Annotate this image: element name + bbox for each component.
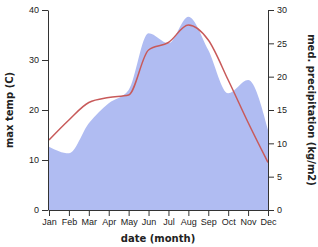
tick-label: 25 (277, 39, 287, 49)
axis-line (48, 11, 49, 211)
tick: Jun (142, 210, 157, 227)
tick-label: 0 (277, 205, 282, 215)
tick-label: 15 (277, 105, 287, 115)
tick: Feb (62, 210, 78, 227)
temp-line (49, 25, 268, 163)
tick: 5 (268, 172, 282, 182)
x-axis: Jan Feb Mar Apr MayJun Jul Aug Sep Oct NovDec (42, 210, 277, 227)
tick-label: 30 (29, 55, 39, 65)
tick-mark (208, 210, 209, 216)
tick: 15 (268, 105, 287, 115)
tick-mark (89, 210, 90, 216)
tick-label: Jul (163, 217, 175, 227)
tick-mark (248, 210, 249, 216)
axis-line (50, 210, 269, 211)
tick-label: Jan (42, 217, 57, 227)
precip-area (49, 17, 268, 210)
tick-label: Sep (201, 217, 217, 227)
tick-label: Feb (62, 217, 78, 227)
y2-axis-title: med. precipitation (kg/m2) (306, 34, 317, 186)
tick-mark (129, 210, 130, 216)
tick-label: 0 (34, 205, 39, 215)
tick-label: 30 (277, 5, 287, 15)
tick: Nov (241, 210, 258, 227)
tick: 10 (29, 155, 48, 165)
tick-mark (42, 110, 48, 111)
tick-mark (188, 210, 189, 216)
tick: 20 (268, 72, 287, 82)
tick: 30 (29, 55, 48, 65)
tick: 25 (268, 39, 287, 49)
tick: Dec (260, 210, 277, 227)
y-axis-title: max temp (C) (4, 72, 15, 148)
data (49, 17, 268, 210)
plot: JanFebMarAprMayJunJulAugSepOctNovDec0102… (29, 5, 287, 227)
tick-label: 5 (277, 172, 282, 182)
tick: 40 (29, 5, 48, 15)
tick-mark (268, 177, 274, 178)
tick-label: Dec (260, 217, 277, 227)
tick-mark (268, 43, 274, 44)
tick-mark (69, 210, 70, 216)
y-axis: 0 10 20 30 40 (29, 5, 49, 215)
tick-mark (268, 77, 274, 78)
tick-label: Apr (102, 217, 116, 227)
tick-label: Jun (142, 217, 157, 227)
tick-label: 20 (29, 105, 39, 115)
x-axis-title: date (month) (121, 233, 195, 244)
tick-mark (268, 210, 274, 211)
tick: Apr (102, 210, 116, 227)
tick: 10 (268, 139, 287, 149)
tick: Jan (42, 210, 57, 227)
tick-label: 40 (29, 5, 39, 15)
tick: Sep (201, 210, 217, 227)
tick: Jul (163, 210, 175, 227)
tick-mark (42, 210, 48, 211)
tick-mark (228, 210, 229, 216)
tick: 0 (268, 205, 282, 215)
tick-label: 20 (277, 72, 287, 82)
tick-label: Aug (181, 217, 197, 227)
tick-mark (49, 210, 50, 216)
tick-mark (42, 160, 48, 161)
tick-label: Nov (241, 217, 258, 227)
tick: 30 (268, 5, 287, 15)
tick-label: Mar (82, 217, 98, 227)
tick: Aug (181, 210, 197, 227)
tick-label: 10 (29, 155, 39, 165)
tick-mark (42, 10, 48, 11)
tick-mark (268, 10, 274, 11)
tick: 0 (34, 205, 48, 215)
tick-mark (109, 210, 110, 216)
tick-mark (149, 210, 150, 216)
tick-mark (168, 210, 169, 216)
tick: Oct (222, 210, 237, 227)
tick-label: 10 (277, 139, 287, 149)
tick-mark (268, 143, 274, 144)
tick-label: May (121, 217, 139, 227)
y2-axis: 0 5 10 15 20 25 30 (268, 5, 287, 215)
tick: Mar (82, 210, 98, 227)
tick-mark (42, 60, 48, 61)
tick-mark (268, 110, 274, 111)
tick-label: Oct (222, 217, 237, 227)
tick: May (121, 210, 139, 227)
tick: 20 (29, 105, 48, 115)
chart: JanFebMarAprMayJunJulAugSepOctNovDec0102… (0, 0, 318, 247)
